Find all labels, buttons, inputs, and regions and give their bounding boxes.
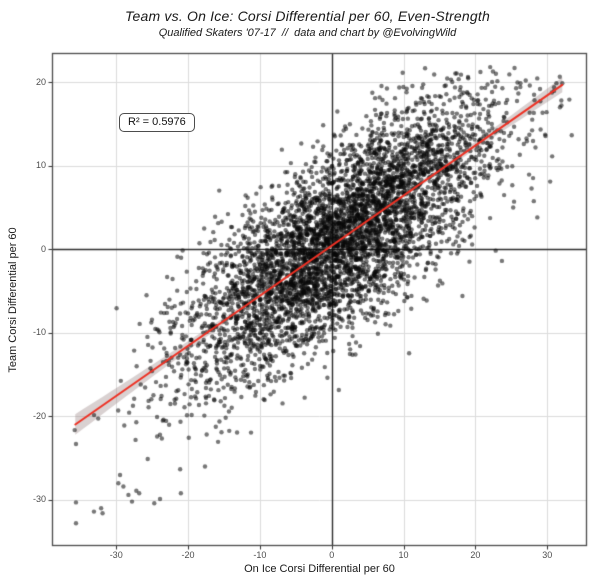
y-tick-label: -10 (32, 327, 46, 338)
chart-title: Team vs. On Ice: Corsi Differential per … (125, 8, 490, 24)
x-tick-label: 0 (329, 550, 335, 560)
chart-subtitle: Qualified Skaters '07-17 // data and cha… (158, 27, 457, 39)
x-tick-label: 20 (470, 550, 481, 560)
r-squared-annotation: R² = 0.5976 (119, 113, 195, 132)
y-tick-label: -20 (32, 410, 46, 421)
y-tick-label: -30 (32, 494, 46, 505)
y-tick-label: 20 (35, 76, 46, 87)
x-tick-label: -30 (109, 550, 123, 560)
x-tick-label: -20 (181, 550, 195, 560)
y-tick-label: 0 (40, 243, 46, 254)
x-tick-label: 30 (542, 550, 553, 560)
x-tick-label: -10 (253, 550, 267, 560)
y-tick-label: 10 (35, 160, 46, 171)
x-axis-title: On Ice Corsi Differential per 60 (244, 563, 395, 575)
x-tick-label: 10 (398, 550, 409, 560)
r-squared-label: R² = 0.5976 (128, 116, 186, 128)
